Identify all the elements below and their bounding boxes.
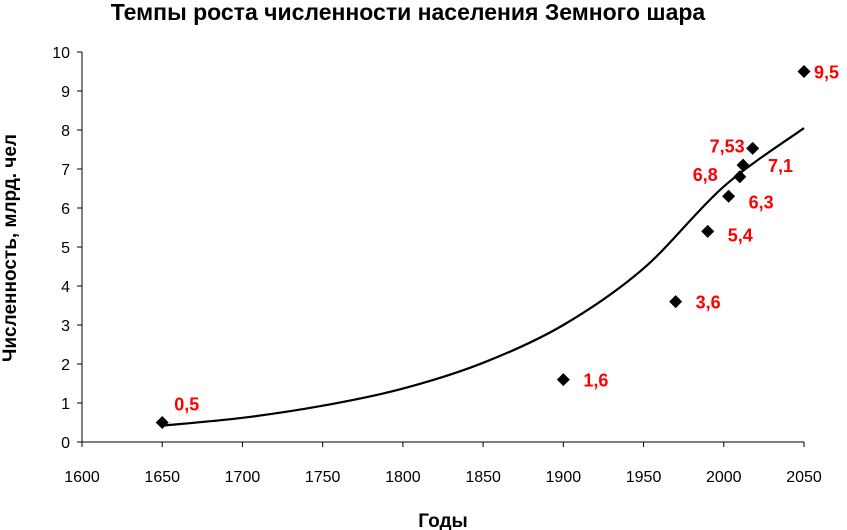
x-tick-label: 1950 bbox=[626, 469, 662, 486]
trendline bbox=[162, 127, 805, 427]
data-point-marker bbox=[746, 141, 760, 155]
x-tick-label: 1600 bbox=[64, 469, 100, 486]
data-point-marker bbox=[556, 373, 570, 387]
data-label: 6,3 bbox=[749, 192, 774, 212]
x-tick-label: 1650 bbox=[144, 469, 180, 486]
data-point-marker bbox=[733, 170, 747, 184]
y-axis-label: Численность, млрд. чел bbox=[0, 134, 21, 362]
x-tick-label: 1800 bbox=[385, 469, 421, 486]
data-point-marker bbox=[722, 189, 736, 203]
y-tick-label: 7 bbox=[61, 162, 70, 179]
y-tick-label: 1 bbox=[61, 396, 70, 413]
x-tick-label: 2000 bbox=[706, 469, 742, 486]
data-point-marker bbox=[669, 295, 683, 309]
y-tick-label: 8 bbox=[61, 123, 70, 140]
data-label: 6,8 bbox=[693, 165, 718, 185]
x-axis-label: Годы bbox=[418, 511, 467, 530]
x-tick-label: 1700 bbox=[225, 469, 261, 486]
data-point-marker bbox=[155, 416, 169, 429]
y-tick-label: 5 bbox=[61, 240, 70, 257]
x-tick-label: 2050 bbox=[786, 469, 822, 486]
data-label: 1,6 bbox=[583, 371, 608, 391]
x-tick-label: 1900 bbox=[546, 469, 582, 486]
data-label: 0,5 bbox=[174, 395, 199, 415]
data-label: 9,5 bbox=[814, 63, 839, 83]
data-label: 5,4 bbox=[728, 225, 753, 245]
y-tick-label: 4 bbox=[61, 279, 70, 296]
data-point-marker bbox=[701, 224, 715, 238]
x-tick-label: 1850 bbox=[465, 469, 501, 486]
y-tick-label: 9 bbox=[61, 84, 70, 101]
data-label: 3,6 bbox=[696, 293, 721, 313]
y-tick-label: 2 bbox=[61, 357, 70, 374]
y-tick-label: 3 bbox=[61, 318, 70, 335]
data-point-marker bbox=[736, 158, 750, 172]
chart-title: Темпы роста численности населения Земног… bbox=[111, 0, 706, 25]
plot-area: 0 1 2 3 4 5 6 7 8 9 10 1600 1650 1700 1750 1800 1850 1900… bbox=[52, 45, 839, 486]
x-tick-label: 1750 bbox=[305, 469, 341, 486]
data-label: 7,1 bbox=[768, 156, 793, 176]
data-label: 7,53 bbox=[710, 136, 745, 156]
data-point-marker bbox=[797, 65, 811, 78]
y-tick-label: 6 bbox=[61, 201, 70, 218]
y-tick-label: 0 bbox=[61, 435, 70, 452]
y-tick-label: 10 bbox=[52, 45, 70, 62]
